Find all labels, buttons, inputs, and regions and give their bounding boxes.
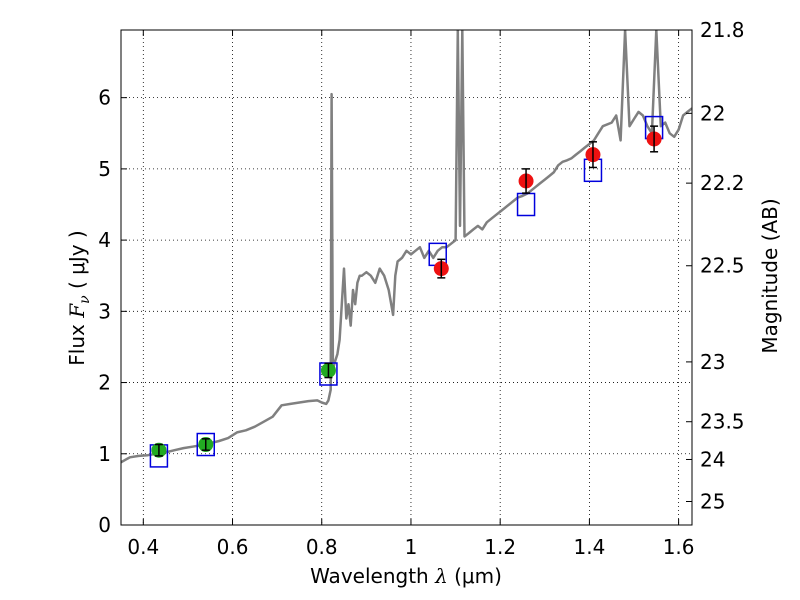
y-tick-label: 5 [98,157,111,181]
plot-content [121,30,692,468]
plot-frame [120,29,693,526]
y-tick-label: 2 [98,371,111,395]
y-tick-label: 6 [98,86,111,110]
tick-labels: 0.4 0.6 0.8 1 1.2 1.4 1.6012345621.82222.222.5… [98,18,744,559]
x-tick-label: 0.6 [217,535,249,559]
y2-tick-label: 22 [700,101,725,125]
y2-tick-label: 21.8 [700,18,745,42]
y2-axis-label: Magnitude (AB) [758,198,782,353]
x-tick-label: 1 [405,535,418,559]
y-tick-label: 1 [98,442,111,466]
y2-tick-label: 24 [700,447,725,471]
x-tick-label: 0.8 [306,535,338,559]
y2-tick-label: 22.5 [700,254,745,278]
x-tick-label: 0.4 [127,535,159,559]
model-spectrum-line [121,30,692,464]
grid-lines [121,30,692,525]
y-tick-label: 3 [98,299,111,323]
plot-clip-group [121,30,692,464]
x-tick-label: 1.4 [573,535,605,559]
y2-tick-label: 23 [700,350,725,374]
y-axis-label: Flux Fν ( μJy ) [65,230,93,365]
y-tick-label: 0 [98,513,111,537]
axis-ticks [121,29,692,526]
x-tick-label: 1.6 [663,535,695,559]
x-tick-label: 1.2 [484,535,516,559]
y2-tick-label: 25 [700,489,725,513]
y2-tick-label: 22.2 [700,171,745,195]
model-flux-square [196,432,216,457]
y-tick-label: 4 [98,228,111,252]
y2-tick-label: 23.5 [700,410,745,434]
x-axis-label: Wavelength λ (μm) [310,564,502,588]
